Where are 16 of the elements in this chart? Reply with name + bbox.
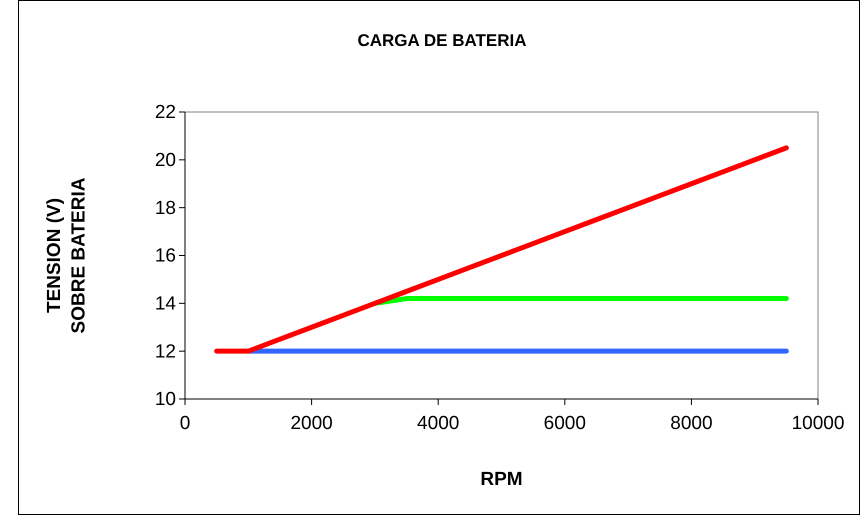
y-tick-label: 12 <box>154 341 176 362</box>
x-tick-label: 10000 <box>792 412 844 434</box>
chart-title: CARGA DE BATERIA <box>357 31 527 50</box>
y-tick-label: 20 <box>154 150 176 171</box>
y-tick-label: 16 <box>154 246 176 267</box>
x-tick-label: 2000 <box>290 412 333 434</box>
x-tick-label: 0 <box>180 412 190 434</box>
y-tick-label: 14 <box>154 293 176 314</box>
x-tick-label: 4000 <box>417 412 460 434</box>
y-tick-label: 22 <box>154 102 176 124</box>
x-tick-label: 6000 <box>544 412 586 434</box>
x-tick-label: 8000 <box>670 412 713 434</box>
y-tick-label: 18 <box>154 198 176 219</box>
y-tick-label: 10 <box>154 389 176 410</box>
x-axis-title: RPM <box>480 469 523 490</box>
y-axis-title: TENSION (V) SOBRE BATERIA <box>44 177 90 334</box>
